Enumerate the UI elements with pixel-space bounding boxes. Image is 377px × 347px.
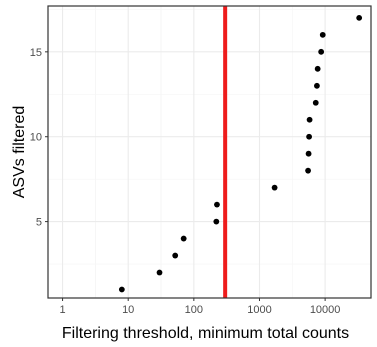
- data-point: [305, 167, 311, 174]
- data-point: [172, 252, 179, 259]
- data-point: [314, 82, 320, 89]
- data-point: [312, 99, 319, 106]
- x-axis-ticks: 1 10 100 1000 10000: [59, 298, 340, 316]
- y-axis-ticks: 5 10 15: [30, 47, 48, 229]
- data-point: [156, 269, 163, 276]
- y-axis-title: ASVs filtered: [11, 106, 28, 198]
- y-tick-label: 5: [36, 217, 42, 229]
- data-point: [356, 14, 363, 21]
- data-point: [314, 65, 321, 72]
- x-tick-label: 1: [59, 304, 65, 316]
- data-points: [118, 14, 363, 293]
- x-tick-label: 10000: [310, 304, 341, 316]
- data-point: [318, 48, 325, 55]
- data-point: [213, 218, 220, 225]
- data-point: [271, 184, 278, 191]
- x-tick-label: 10: [122, 304, 134, 316]
- data-point: [319, 31, 326, 38]
- data-point: [118, 286, 125, 293]
- x-axis-title: Filtering threshold, minimum total count…: [62, 325, 349, 342]
- y-tick-label: 15: [30, 47, 42, 59]
- data-point: [306, 116, 313, 123]
- data-point: [306, 133, 312, 140]
- x-tick-label: 1000: [247, 304, 271, 316]
- panel-border: [47, 5, 372, 299]
- y-tick-label: 10: [30, 132, 42, 144]
- x-tick-label: 100: [185, 304, 203, 316]
- data-point: [214, 201, 220, 208]
- data-point: [305, 150, 312, 157]
- data-point: [180, 235, 187, 242]
